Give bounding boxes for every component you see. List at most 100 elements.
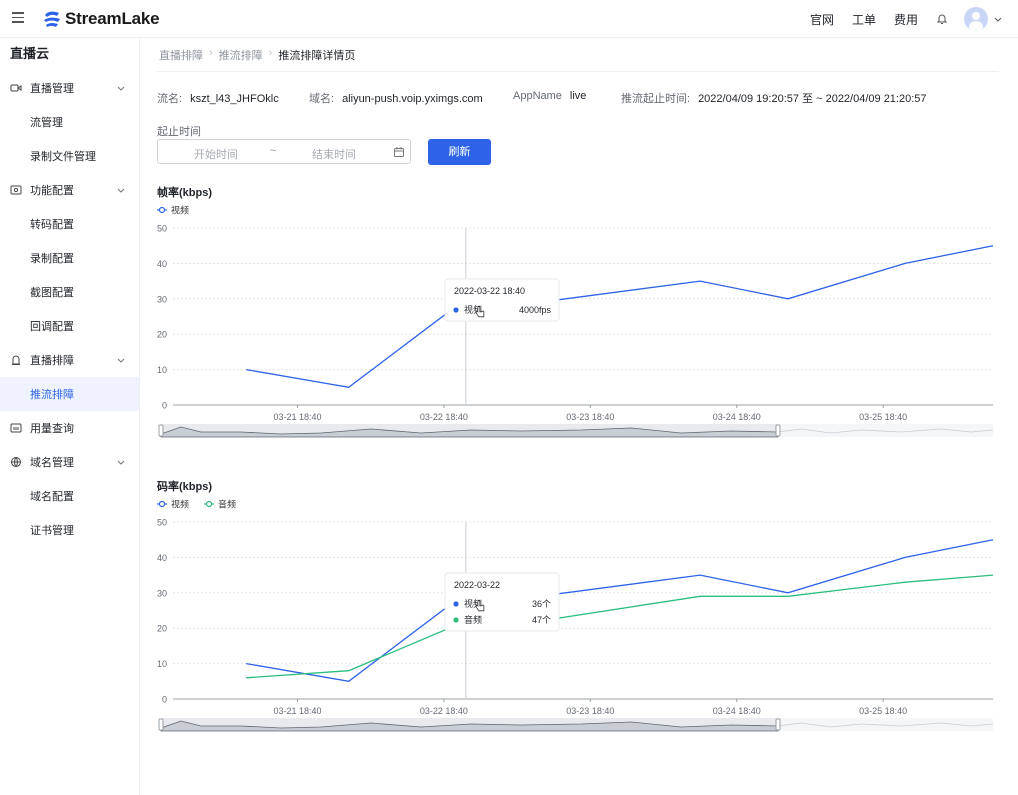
tooltip-dot [453,307,459,313]
sidebar-item-label: 功能配置 [30,185,74,197]
push-time-label: 推流起止时间: [621,93,691,105]
chart-tooltip: 2022-03-22 18:40 视频 4000fps [444,278,560,322]
sidebar-item-label: 用量查询 [30,423,74,435]
time-range-label: 起止时间 [157,126,201,138]
sidebar-item-label: 证书管理 [30,525,74,537]
official-site-link[interactable]: 官网 [809,12,834,27]
video-icon [10,84,22,92]
bell-icon[interactable] [936,13,948,25]
start-time-input[interactable]: 开始时间 [194,149,238,161]
sidebar-item-usage-query[interactable]: 用量查询 [0,411,139,445]
fps-chart[interactable]: 视频 0 10 20 30 40 50 03-21 18:40 03-22 18:40 03-23… [141,198,1018,453]
sidebar-item-domain-management[interactable]: 域名管理 [0,445,139,479]
hand-cursor-shape [475,600,485,612]
sidebar-item-live-management[interactable]: 直播管理 [0,71,139,105]
domain-label: 域名: [309,93,335,105]
push-time-info: 推流起止时间: 2022/04/09 19:20:57 至 ~ 2022/04/0… [621,90,927,106]
sidebar-item-label: 录制文件管理 [30,151,96,163]
menu-icon[interactable] [12,12,24,24]
usage-icon [10,423,22,433]
series-line [246,245,994,388]
ticket-link[interactable]: 工单 [851,12,876,27]
sidebar-item-callback-config[interactable]: 回调配置 [0,309,139,343]
y-tick-label: 30 [157,294,167,304]
billing-link[interactable]: 费用 [893,12,918,27]
tooltip-label: 视频 [464,598,482,609]
sidebar-item-domain-config[interactable]: 域名配置 [0,479,139,513]
end-time-input[interactable]: 结束时间 [312,149,356,161]
sidebar: 直播云 直播管理 流管理 录制文件管理 功能配置 转码配置 录制配置 截图配置 … [0,38,140,795]
legend-marker [158,500,166,508]
tooltip-title: 2022-03-22 [454,580,500,590]
domain-info: 域名: aliyun-push.voip.yximgs.com [309,90,483,106]
sidebar-item-screenshot-config[interactable]: 截图配置 [0,275,139,309]
y-tick-label: 10 [157,659,167,669]
streamlake-logo-icon [44,11,60,27]
sidebar-item-stream-management[interactable]: 流管理 [0,105,139,139]
chevron-down-icon [117,358,125,363]
zoom-selection [160,424,779,438]
diagnosis-icon [12,355,20,365]
sidebar-item-recording-files[interactable]: 录制文件管理 [0,139,139,173]
logo-text: StreamLake [65,9,160,28]
refresh-button[interactable]: 刷新 [428,139,491,165]
legend-label: 视频 [171,205,189,216]
sidebar-item-label: 域名管理 [30,457,74,469]
y-tick-label: 30 [157,588,167,598]
appname-info: AppName live [513,90,586,102]
chevron-down-icon[interactable] [994,15,1002,23]
sidebar-item-push-diagnosis[interactable]: 推流排障 [0,377,139,411]
appname-label: AppName [513,90,562,102]
x-tick-label: 03-21 18:40 [273,412,321,422]
zoom-handle-left [158,718,164,731]
x-tick-label: 03-24 18:40 [713,706,761,716]
sidebar-item-certificate-management[interactable]: 证书管理 [0,513,139,547]
sidebar-item-label: 直播管理 [30,83,74,95]
chart-title-fps: 帧率(kbps) [157,187,212,199]
settings-icon [10,185,22,195]
legend-label: 音频 [218,499,236,510]
x-tick-label: 03-21 18:40 [273,706,321,716]
zoom-handle-right [775,718,781,731]
legend-item: 视频 [157,499,189,510]
sidebar-item-label: 转码配置 [30,219,74,231]
calendar-icon[interactable] [393,146,405,158]
legend-label: 视频 [171,499,189,510]
tooltip-title: 2022-03-22 18:40 [454,286,525,296]
streamlake-logo[interactable]: StreamLake [42,9,160,29]
avatar[interactable] [964,7,988,31]
stream-name-info: 流名: kszt_l43_JHFOklc [157,90,279,106]
sidebar-item-feature-config[interactable]: 功能配置 [0,173,139,207]
y-tick-label: 40 [157,259,167,269]
hand-cursor-icon [475,306,485,318]
time-range-picker[interactable]: 开始时间 ~ 结束时间 [157,139,411,164]
chart-title-bitrate: 码率(kbps) [157,481,212,493]
y-tick-label: 50 [157,518,167,528]
globe-icon [11,457,21,467]
breadcrumb-live-diagnosis[interactable]: 直播排障 [159,50,203,62]
range-separator: ~ [270,145,277,157]
y-tick-label: 40 [157,553,167,563]
x-tick-label: 03-23 18:40 [566,706,614,716]
x-tick-label: 03-24 18:40 [713,412,761,422]
breadcrumb-push-diagnosis[interactable]: 推流排障 [218,50,263,62]
sidebar-title: 直播云 [10,46,50,61]
y-tick-label: 20 [157,624,167,634]
legend-marker [158,206,166,214]
zoom-selection [160,718,779,732]
hand-cursor-shape [475,306,485,318]
sidebar-item-record-config[interactable]: 录制配置 [0,241,139,275]
zoom-tail-series [777,722,994,728]
sidebar-item-transcode-config[interactable]: 转码配置 [0,207,139,241]
sidebar-item-live-diagnosis[interactable]: 直播排障 [0,343,139,377]
breadcrumb-separator: › [268,47,273,59]
zoom-tail-series [777,428,994,434]
zoom-handle-right [775,424,781,437]
x-tick-label: 03-25 18:40 [859,706,907,716]
y-tick-label: 0 [162,695,167,705]
tooltip-dot [453,601,459,607]
legend-item: 音频 [204,499,236,510]
zoom-handle-left [158,424,164,437]
